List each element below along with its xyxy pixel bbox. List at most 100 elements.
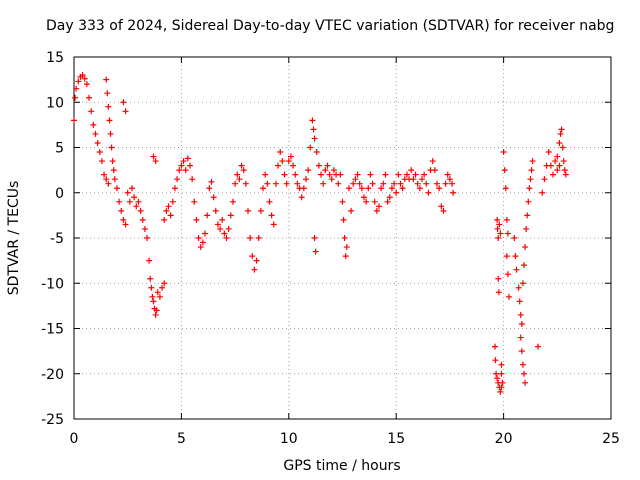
data-point xyxy=(388,185,395,192)
x-tick-label: 15 xyxy=(387,431,405,447)
data-point xyxy=(96,149,103,156)
data-point xyxy=(161,216,168,223)
data-point xyxy=(431,167,438,174)
data-point xyxy=(492,343,499,350)
data-point xyxy=(309,117,316,124)
data-point xyxy=(150,298,157,305)
data-point xyxy=(281,171,288,178)
data-point xyxy=(521,370,528,377)
data-point xyxy=(176,167,183,174)
data-point xyxy=(161,280,168,287)
data-point xyxy=(174,176,181,183)
data-point xyxy=(399,185,406,192)
data-point xyxy=(167,212,174,219)
data-point xyxy=(547,162,554,169)
data-point xyxy=(106,117,113,124)
data-point xyxy=(556,139,563,146)
data-point xyxy=(330,167,337,174)
data-point xyxy=(380,180,387,187)
data-point xyxy=(337,171,344,178)
data-point xyxy=(550,171,557,178)
data-point xyxy=(159,284,166,291)
data-point xyxy=(208,178,215,185)
data-point xyxy=(128,185,135,192)
data-point xyxy=(494,216,501,223)
data-point xyxy=(131,194,138,201)
data-point xyxy=(343,244,350,251)
data-point xyxy=(414,180,421,187)
data-point xyxy=(318,171,325,178)
data-point xyxy=(292,171,299,178)
data-point xyxy=(496,221,503,228)
data-point xyxy=(545,149,552,156)
y-axis-label: SDTVAR / TECUs xyxy=(6,181,22,296)
data-point xyxy=(315,162,322,169)
data-point xyxy=(169,198,176,205)
data-point xyxy=(328,176,335,183)
data-point xyxy=(495,289,502,296)
data-point xyxy=(499,379,506,386)
data-point xyxy=(249,253,256,260)
data-point xyxy=(75,78,82,85)
data-point xyxy=(234,171,241,178)
data-point xyxy=(285,158,292,165)
data-point xyxy=(279,158,286,165)
data-point xyxy=(139,216,146,223)
data-point xyxy=(335,180,342,187)
data-point xyxy=(171,185,178,192)
data-point xyxy=(382,171,389,178)
data-point xyxy=(135,198,142,205)
data-point xyxy=(122,108,129,115)
chart-title: Day 333 of 2024, Sidereal Day-to-day VTE… xyxy=(46,18,615,34)
data-point xyxy=(516,298,523,305)
data-point xyxy=(342,253,349,260)
data-point xyxy=(539,189,546,196)
data-point xyxy=(126,198,133,205)
data-point xyxy=(146,257,153,264)
data-point xyxy=(556,162,563,169)
data-point xyxy=(244,207,251,214)
y-tick-label: -15 xyxy=(41,322,64,338)
x-tick-label: 0 xyxy=(70,431,79,447)
data-point xyxy=(268,212,275,219)
data-point xyxy=(504,271,511,278)
data-point xyxy=(498,384,505,391)
data-point xyxy=(560,158,567,165)
data-point xyxy=(153,307,160,314)
data-point xyxy=(523,225,530,232)
data-point xyxy=(81,75,88,82)
data-point xyxy=(109,158,116,165)
data-point xyxy=(418,176,425,183)
y-tick-label: 15 xyxy=(46,50,64,66)
data-point xyxy=(498,361,505,368)
data-point xyxy=(500,149,507,156)
data-point xyxy=(255,235,262,241)
data-point xyxy=(184,155,191,162)
data-point xyxy=(144,235,151,241)
data-point xyxy=(494,225,501,232)
data-point xyxy=(264,180,271,187)
data-point xyxy=(305,167,312,174)
data-point xyxy=(163,207,170,214)
data-point xyxy=(312,248,319,255)
data-point xyxy=(511,235,518,241)
data-point xyxy=(397,180,404,187)
data-point xyxy=(253,257,260,264)
data-point xyxy=(350,180,357,187)
data-point xyxy=(72,94,79,101)
data-point xyxy=(524,212,531,219)
data-points xyxy=(71,72,569,395)
data-point xyxy=(152,311,159,318)
data-point xyxy=(238,162,245,169)
data-point xyxy=(311,235,318,241)
data-point xyxy=(429,158,436,165)
data-point xyxy=(425,189,432,196)
data-point xyxy=(320,180,327,187)
data-point xyxy=(247,235,254,241)
data-point xyxy=(204,212,211,219)
y-tick-label: -25 xyxy=(41,412,64,428)
data-point xyxy=(391,180,398,187)
data-point xyxy=(103,76,110,83)
data-point xyxy=(522,379,529,386)
x-tick-label: 5 xyxy=(177,431,186,447)
